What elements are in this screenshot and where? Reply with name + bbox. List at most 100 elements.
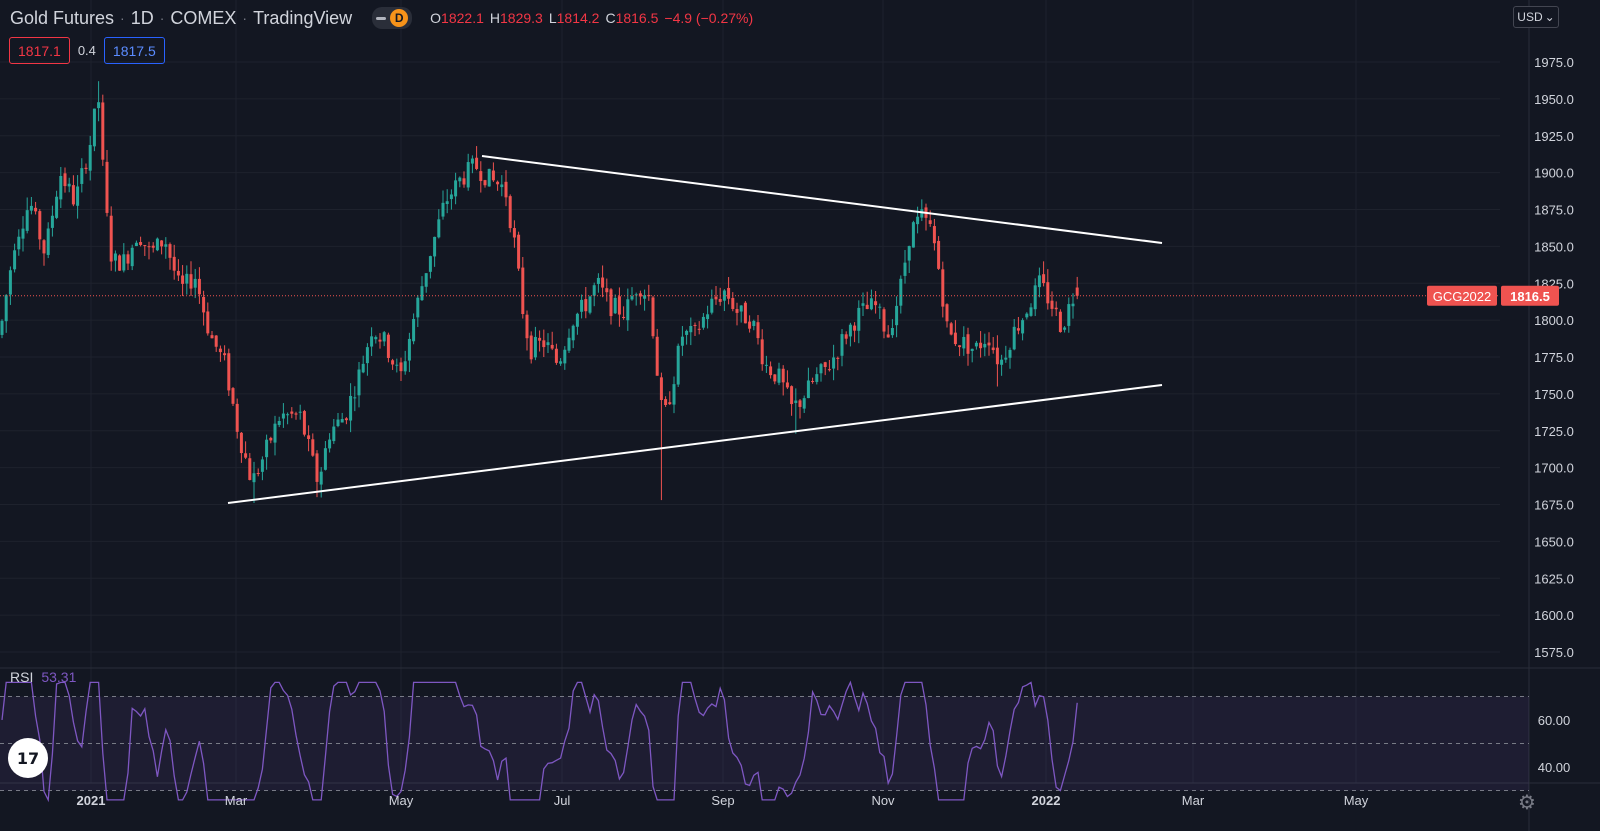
candle-body bbox=[853, 325, 857, 331]
price-tick-label: 1650.0 bbox=[1534, 534, 1574, 549]
candle-body bbox=[899, 278, 903, 306]
candle-body bbox=[752, 320, 756, 327]
candle-body bbox=[449, 194, 453, 200]
candle-body bbox=[189, 274, 193, 289]
upper-trendline[interactable] bbox=[481, 155, 1163, 244]
candle-body bbox=[722, 290, 726, 301]
candle-body bbox=[630, 296, 634, 300]
candle-body bbox=[328, 439, 332, 449]
candle-body bbox=[1058, 311, 1062, 333]
candle-body bbox=[113, 253, 117, 261]
candle-body bbox=[38, 211, 42, 240]
candle-body bbox=[735, 309, 739, 313]
candle-body bbox=[235, 403, 239, 432]
candle-body bbox=[59, 176, 63, 200]
candle-body bbox=[1054, 307, 1058, 310]
candle-body bbox=[302, 411, 306, 435]
last-price-tag[interactable]: GCG2022 1816.5 bbox=[1427, 285, 1559, 306]
time-axis[interactable]: 2021 Mar May Jul Sep Nov 2022 Mar May bbox=[77, 793, 1369, 808]
time-tick-label: 2021 bbox=[77, 793, 106, 808]
candle-body bbox=[416, 297, 420, 318]
candle-body bbox=[525, 314, 529, 339]
candle-body bbox=[672, 384, 676, 405]
rsi-tick-label: 60.00 bbox=[1538, 713, 1571, 728]
candle-body bbox=[8, 270, 12, 295]
sell-price-button[interactable]: 1817.1 bbox=[9, 37, 70, 64]
market-status-toggle[interactable]: D bbox=[372, 7, 413, 29]
symbol-tag-bg bbox=[1427, 285, 1497, 306]
buy-price-button[interactable]: 1817.5 bbox=[103, 37, 165, 64]
candle-body bbox=[1063, 327, 1067, 330]
symbol-header: Gold Futures · 1D · COMEX · TradingView … bbox=[10, 6, 753, 30]
candle-body bbox=[340, 419, 344, 423]
candle-body bbox=[622, 316, 626, 319]
candle-body bbox=[609, 289, 613, 317]
candle-body bbox=[748, 321, 752, 329]
candle-body bbox=[332, 426, 336, 442]
candle-body bbox=[374, 337, 378, 340]
time-tick-label: May bbox=[389, 793, 414, 808]
candle-body bbox=[168, 244, 172, 258]
candle-body bbox=[202, 296, 206, 313]
candle-body bbox=[953, 332, 957, 345]
gear-icon[interactable]: ⚙ bbox=[1518, 792, 1536, 814]
candle-body bbox=[344, 418, 348, 421]
price-tag-label: 1816.5 bbox=[1510, 289, 1550, 304]
candle-body bbox=[827, 369, 831, 371]
currency-dropdown[interactable]: USD ⌄ bbox=[1513, 6, 1559, 28]
candle-body bbox=[1000, 359, 1004, 365]
candle-body bbox=[307, 435, 311, 439]
candle-body bbox=[584, 299, 588, 312]
candle-body bbox=[71, 185, 75, 205]
candle-body bbox=[1075, 287, 1079, 296]
candle-body bbox=[588, 296, 592, 313]
candle-body bbox=[109, 215, 113, 262]
candle-body bbox=[403, 361, 407, 372]
candle-body bbox=[643, 295, 647, 299]
candle-body bbox=[563, 349, 567, 364]
candle-body bbox=[349, 395, 353, 421]
price-axis[interactable]: 1975.01950.01925.01900.01875.01850.01825… bbox=[1534, 55, 1574, 775]
candle-body bbox=[554, 348, 558, 363]
candle-body bbox=[55, 196, 59, 218]
candle-body bbox=[848, 324, 852, 337]
candle-body bbox=[143, 245, 147, 247]
candle-body bbox=[336, 419, 340, 427]
candle-body bbox=[1046, 282, 1050, 304]
candle-body bbox=[601, 277, 605, 288]
lower-trendline[interactable] bbox=[227, 384, 1163, 504]
currency-label: USD bbox=[1517, 10, 1543, 24]
time-tick-label: Nov bbox=[871, 793, 895, 808]
candle-body bbox=[617, 296, 621, 315]
open-value: 1822.1 bbox=[441, 10, 484, 26]
candle-body bbox=[706, 314, 710, 320]
candle-body bbox=[147, 246, 151, 248]
candle-body bbox=[1042, 274, 1046, 284]
candle-body bbox=[655, 336, 659, 376]
rsi-legend[interactable]: RSI 53.31 bbox=[10, 669, 76, 685]
price-tick-label: 1925.0 bbox=[1534, 129, 1574, 144]
candle-body bbox=[680, 336, 684, 346]
price-tick-label: 1850.0 bbox=[1534, 239, 1574, 254]
candle-body bbox=[357, 369, 361, 396]
candle-body bbox=[386, 334, 390, 358]
candle-body bbox=[1037, 275, 1041, 288]
candle-body bbox=[420, 286, 424, 301]
candle-body bbox=[155, 238, 159, 251]
candle-body bbox=[928, 220, 932, 224]
symbol-tag-label: GCG2022 bbox=[1433, 289, 1492, 304]
candle-body bbox=[361, 363, 365, 373]
candle-body bbox=[118, 255, 122, 271]
candle-body bbox=[529, 335, 533, 360]
time-tick-label: Mar bbox=[1182, 793, 1205, 808]
symbol-name[interactable]: Gold Futures bbox=[10, 7, 115, 28]
tradingview-logo-icon[interactable]: 17 bbox=[8, 738, 48, 778]
candle-body bbox=[29, 205, 33, 211]
candle-body bbox=[281, 413, 285, 419]
candle-body bbox=[739, 305, 743, 312]
interval-label[interactable]: 1D bbox=[130, 7, 154, 28]
candle-body bbox=[92, 108, 96, 147]
candle-body bbox=[487, 168, 491, 187]
